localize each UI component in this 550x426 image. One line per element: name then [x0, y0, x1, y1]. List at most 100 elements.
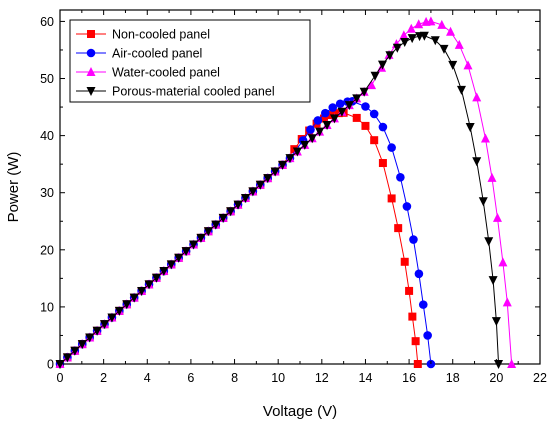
data-point — [248, 187, 258, 197]
data-point — [488, 276, 498, 286]
x-tick-label: 12 — [315, 371, 329, 385]
legend-item: Air-cooled panel — [76, 47, 202, 61]
data-point — [122, 300, 132, 310]
data-point — [77, 340, 87, 350]
data-point — [92, 326, 102, 336]
x-tick-label: 22 — [533, 371, 547, 385]
data-point — [378, 122, 388, 132]
x-tick-label: 18 — [446, 371, 460, 385]
y-tick-label: 40 — [40, 129, 54, 143]
data-point — [472, 92, 482, 102]
x-axis-title: Voltage (V) — [263, 403, 337, 420]
data-point — [285, 154, 295, 164]
x-tick-label: 6 — [187, 371, 194, 385]
legend-label: Air-cooled panel — [112, 47, 202, 61]
legend-marker — [86, 48, 96, 58]
data-point — [387, 143, 396, 152]
x-tick-label: 8 — [231, 371, 238, 385]
data-point — [278, 160, 288, 170]
data-point — [465, 123, 475, 133]
data-point — [166, 260, 176, 270]
legend-label: Porous-material cooled panel — [112, 85, 275, 99]
data-point — [411, 337, 420, 346]
legend: Non-cooled panel Air-cooled panel Water-co… — [69, 19, 311, 103]
data-point — [255, 180, 265, 190]
data-point — [159, 267, 169, 277]
data-point — [484, 237, 494, 247]
data-point — [137, 286, 147, 296]
data-point — [321, 108, 330, 118]
series-1 — [56, 108, 422, 368]
data-point — [270, 167, 280, 177]
data-point — [426, 16, 436, 26]
series-2 — [55, 97, 436, 369]
data-point — [218, 213, 228, 223]
data-point — [400, 257, 409, 266]
y-axis-title: Power (W) — [5, 152, 22, 223]
data-point — [144, 280, 154, 290]
legend-marker — [86, 67, 96, 76]
legend-marker — [87, 30, 95, 38]
x-tick-label: 4 — [144, 371, 151, 385]
data-point — [70, 346, 80, 356]
data-point — [430, 36, 440, 46]
data-point — [472, 157, 482, 167]
data-point — [414, 19, 424, 29]
series-line — [59, 112, 419, 365]
y-tick-label: 50 — [40, 72, 54, 86]
data-point — [352, 113, 361, 122]
data-point — [400, 38, 410, 48]
data-point — [369, 109, 379, 119]
data-point — [378, 159, 387, 168]
data-point — [307, 134, 317, 144]
ticks-layer: 0 2 4 6 8 10 12 14 16 18 20 22 0 10 20 30 40 50 60 — [40, 10, 547, 385]
x-tick-label: 20 — [489, 371, 503, 385]
data-point — [437, 19, 447, 29]
y-tick-label: 30 — [40, 186, 54, 200]
data-point — [394, 224, 403, 233]
y-tick-label: 10 — [40, 300, 54, 314]
data-point — [100, 320, 110, 330]
series-4 — [55, 31, 504, 369]
data-point — [129, 293, 139, 303]
data-point — [498, 257, 508, 267]
data-point — [240, 194, 250, 204]
series-layer — [55, 16, 517, 369]
data-point — [418, 300, 428, 309]
data-point — [85, 333, 95, 343]
legend-item: Porous-material cooled panel — [76, 85, 275, 99]
data-point — [359, 87, 369, 97]
legend-label: Water-cooled panel — [112, 66, 220, 80]
data-point — [478, 197, 488, 207]
data-point — [292, 147, 302, 157]
data-point — [392, 43, 402, 53]
data-point — [414, 269, 424, 279]
data-point — [367, 80, 377, 90]
data-point — [189, 240, 199, 250]
data-point — [439, 44, 449, 54]
data-point — [335, 99, 345, 109]
data-point — [446, 26, 456, 36]
data-point — [300, 140, 310, 150]
data-point — [361, 102, 370, 111]
data-point — [320, 114, 328, 123]
data-point — [454, 39, 464, 49]
data-point — [306, 125, 315, 134]
x-tick-label: 0 — [57, 371, 64, 385]
legend-label: Non-cooled panel — [112, 28, 210, 42]
data-point — [322, 120, 332, 130]
data-point — [402, 202, 412, 211]
y-tick-label: 20 — [40, 243, 54, 257]
data-point — [370, 71, 380, 81]
data-point — [487, 172, 497, 182]
data-point — [423, 331, 432, 340]
x-tick-label: 10 — [271, 371, 285, 385]
data-point — [463, 60, 473, 70]
data-point — [174, 253, 184, 263]
data-point — [407, 34, 417, 44]
data-point — [337, 107, 347, 117]
x-tick-label: 14 — [359, 371, 373, 385]
data-point — [377, 60, 387, 70]
data-point — [196, 233, 206, 243]
data-point — [315, 127, 325, 137]
